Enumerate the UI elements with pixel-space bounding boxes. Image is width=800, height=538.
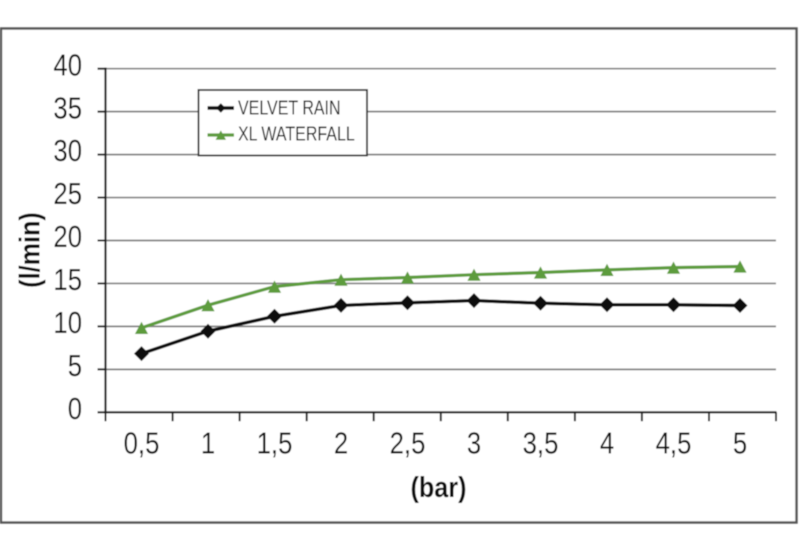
svg-text:25: 25	[53, 177, 82, 212]
svg-text:10: 10	[53, 306, 82, 341]
svg-text:20: 20	[53, 220, 82, 255]
svg-text:4,5: 4,5	[656, 426, 692, 461]
svg-text:VELVET RAIN: VELVET RAIN	[238, 97, 341, 119]
svg-text:5: 5	[68, 349, 82, 384]
svg-text:40: 40	[53, 48, 82, 83]
svg-text:0: 0	[68, 392, 82, 427]
svg-text:30: 30	[53, 134, 82, 169]
svg-text:1,5: 1,5	[257, 426, 293, 461]
svg-text:15: 15	[53, 263, 82, 298]
svg-text:0,5: 0,5	[124, 426, 160, 461]
svg-text:2,5: 2,5	[390, 426, 426, 461]
svg-text:3: 3	[467, 426, 481, 461]
svg-text:(l/min): (l/min)	[13, 212, 46, 288]
svg-text:3,5: 3,5	[523, 426, 559, 461]
svg-text:(bar): (bar)	[410, 470, 466, 503]
svg-text:XL WATERFALL: XL WATERFALL	[238, 123, 355, 145]
svg-text:35: 35	[53, 91, 82, 126]
svg-text:4: 4	[600, 426, 614, 461]
svg-text:1: 1	[201, 426, 215, 461]
svg-text:2: 2	[334, 426, 348, 461]
svg-text:5: 5	[733, 426, 747, 461]
